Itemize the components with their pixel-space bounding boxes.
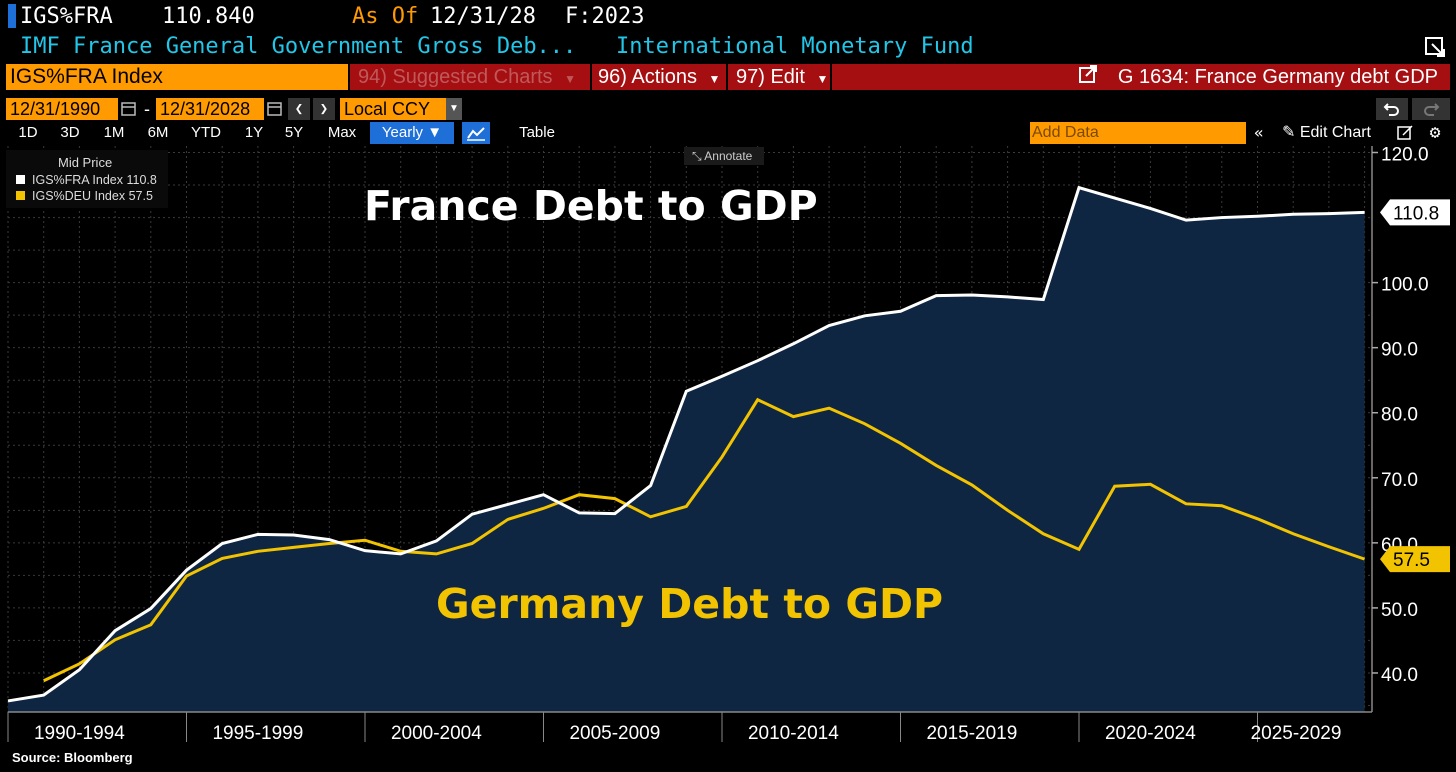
frequency-label: F:2023 (565, 4, 645, 29)
legend-item-germany[interactable]: IGS%DEU Index 57.5 (32, 189, 153, 203)
y-tick-label: 50.0 (1381, 600, 1418, 621)
x-tick-label: 2025-2029 (1251, 723, 1342, 744)
y-tick-label: 120.0 (1381, 146, 1429, 166)
edit-icon[interactable] (1396, 124, 1414, 142)
suggested-charts-label: 94) Suggested Charts (358, 66, 553, 88)
end-date-field[interactable]: 12/31/2028 (156, 98, 264, 120)
add-data-field[interactable]: Add Data (1030, 122, 1246, 144)
as-of-date[interactable]: 12/31/28 (430, 4, 536, 29)
redo-icon (1424, 103, 1440, 116)
chevron-left-icon: ❮ (294, 101, 304, 117)
period-ytd[interactable]: YTD (191, 124, 221, 141)
table-button[interactable]: Table (519, 124, 555, 141)
ticker-marker (8, 4, 16, 28)
period-6m[interactable]: 6M (147, 124, 169, 141)
collapse-icon[interactable]: « (1254, 123, 1264, 142)
legend-swatch-france (16, 175, 25, 184)
line-chart-icon (467, 127, 485, 141)
france-last-value-tag (1380, 199, 1450, 226)
redo-button[interactable] (1412, 98, 1450, 120)
germany-series-line[interactable] (43, 397, 1366, 683)
germany-last-value: 57.5 (1393, 550, 1430, 571)
germany-overlay-label: Germany Debt to GDP (436, 580, 943, 628)
popout-icon[interactable] (1424, 36, 1446, 58)
annotate-button[interactable]: ⤡ Annotate (692, 149, 753, 163)
period-5y[interactable]: 5Y (284, 124, 304, 141)
undo-icon (1383, 103, 1399, 116)
frequency-select[interactable]: Yearly ▼ (370, 122, 454, 144)
current-value: 110.840 (162, 4, 255, 29)
line-chart-button[interactable] (462, 122, 490, 144)
prev-period-button[interactable]: ❮ (288, 98, 310, 120)
legend-swatch-germany (16, 191, 25, 200)
ticker[interactable]: IGS%FRA (20, 4, 113, 29)
period-1y[interactable]: 1Y (244, 124, 264, 141)
period-1m[interactable]: 1M (103, 124, 125, 141)
period-max[interactable]: Max (327, 124, 357, 141)
edit-label: 97) Edit (736, 66, 805, 88)
calendar-icon[interactable] (120, 100, 138, 118)
edit-chart-button[interactable]: ✎ Edit Chart (1282, 122, 1382, 144)
x-tick-label: 2015-2019 (926, 723, 1017, 744)
calendar-icon[interactable] (266, 100, 284, 118)
chevron-down-icon: ▼ (816, 72, 829, 86)
chevron-down-icon: ▼ (564, 72, 577, 86)
security-description: IMF France General Government Gross Deb.… (20, 34, 577, 59)
currency-select[interactable]: Local CCY ▼ (340, 98, 462, 120)
undo-button[interactable] (1376, 98, 1408, 120)
chevron-down-icon: ▼ (708, 72, 721, 86)
actions-menu[interactable]: 96) Actions ▼ (592, 64, 726, 90)
chevron-down-icon: ▼ (446, 98, 462, 120)
data-source-name: International Monetary Fund (616, 34, 974, 59)
currency-value: Local CCY (344, 99, 431, 119)
pencil-icon: ✎ (1282, 124, 1296, 141)
chart-title-bar[interactable]: G 1634: France Germany debt GDP (832, 64, 1450, 90)
y-tick-label: 90.0 (1381, 340, 1418, 361)
pencil-icon: ⤡ (692, 149, 704, 163)
chart-title: G 1634: France Germany debt GDP (1117, 66, 1438, 88)
chevron-right-icon: ❯ (319, 101, 329, 117)
external-link-icon (1078, 64, 1098, 91)
annotate-label: Annotate (704, 149, 752, 163)
suggested-charts-menu[interactable]: 94) Suggested Charts ▼ (350, 64, 590, 90)
toolbar: IGS%FRA Index 94) Suggested Charts ▼ 96)… (0, 62, 1456, 92)
x-tick-label: 2005-2009 (569, 723, 660, 744)
as-of-label: As Of (352, 4, 419, 29)
y-tick-label: 80.0 (1381, 405, 1418, 426)
x-tick-label: 2020-2024 (1105, 723, 1196, 744)
next-period-button[interactable]: ❯ (313, 98, 335, 120)
period-1d[interactable]: 1D (18, 124, 38, 141)
y-tick-label: 40.0 (1381, 665, 1418, 686)
y-tick-label: 100.0 (1381, 275, 1429, 296)
france-area-fill (8, 187, 1365, 712)
france-series-line[interactable] (7, 185, 1365, 703)
date-separator: - (144, 99, 150, 119)
start-date-field[interactable]: 12/31/1990 (6, 98, 118, 120)
security-field[interactable]: IGS%FRA Index (6, 64, 348, 90)
france-last-value: 110.8 (1393, 203, 1439, 224)
actions-label: 96) Actions (598, 66, 697, 88)
legend-title: Mid Price (58, 155, 112, 170)
header-bar: IGS%FRA 110.840 As Of 12/31/28 F:2023 (0, 0, 1456, 34)
edit-chart-label: Edit Chart (1299, 124, 1371, 141)
x-tick-label: 1995-1999 (212, 723, 303, 744)
edit-menu[interactable]: 97) Edit ▼ (728, 64, 830, 90)
y-tick-label: 70.0 (1381, 470, 1418, 491)
description-bar: IMF France General Government Gross Deb.… (0, 34, 1456, 62)
x-tick-label: 2000-2004 (391, 723, 482, 744)
x-tick-label: 2010-2014 (748, 723, 839, 744)
source-note: Source: Bloomberg (12, 750, 133, 765)
period-3d[interactable]: 3D (60, 124, 80, 141)
gear-icon[interactable]: ⚙ (1429, 122, 1441, 143)
germany-last-value-tag (1380, 546, 1450, 573)
france-overlay-label: France Debt to GDP (364, 182, 818, 230)
legend-item-france[interactable]: IGS%FRA Index 110.8 (32, 173, 157, 187)
x-tick-label: 1990-1994 (34, 723, 125, 744)
date-range-bar: 12/31/1990 - 12/31/2028 ❮ ❯ Local CCY ▼ (0, 96, 1456, 122)
